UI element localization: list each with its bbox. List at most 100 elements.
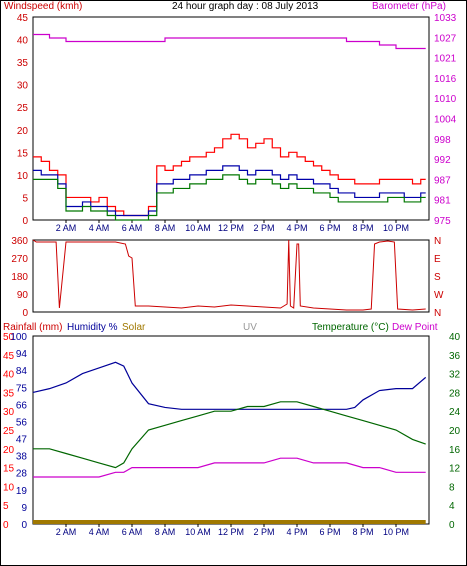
rain-y-tick: 10 [3, 482, 15, 493]
x-tick-label: 10 AM [185, 223, 211, 233]
humidity-y-tick: 84 [16, 366, 28, 377]
rain-y-tick: 50 [3, 332, 15, 343]
x-tick-label: 4 PM [286, 223, 307, 233]
wind-y-tick: 30 [17, 81, 29, 92]
rain-y-tick: 0 [3, 520, 9, 531]
direction-y-tick: 270 [11, 254, 28, 265]
compass-y-tick: W [434, 290, 444, 301]
x-tick-label: 12 PM [218, 223, 244, 233]
chart-layer: 2 AM 4 AM 6 AM 8 AM 10 AM 12 PM 2 PM 4 PM 6 PM 8 … [3, 13, 461, 537]
x-tick-label: 2 AM [56, 527, 77, 537]
x-tick-label: 4 PM [286, 527, 307, 537]
solar-label: Solar [122, 322, 146, 333]
wind-y-tick: 25 [17, 103, 29, 114]
temperature-label: Temperature (°C) [312, 322, 389, 333]
temp-y-tick: 0 [449, 520, 455, 531]
temp-y-tick: 28 [449, 388, 461, 399]
temp-plot-frame [32, 335, 430, 525]
graph-title: 24 hour graph day : 08 July 2013 [172, 1, 319, 12]
wind-y-tick: 45 [17, 13, 29, 24]
rain-y-tick: 30 [3, 407, 15, 418]
x-tick-label: 6 PM [319, 223, 340, 233]
wind-series-baro [33, 33, 426, 50]
baro-y-tick: 1033 [434, 13, 457, 24]
x-tick-label: 10 AM [185, 527, 211, 537]
direction-y-tick: 180 [11, 272, 28, 283]
humidity-y-tick: 75 [16, 383, 28, 394]
baro-y-tick: 987 [434, 175, 451, 186]
baro-y-tick: 1016 [434, 74, 457, 85]
temp-y-tick: 8 [449, 482, 455, 493]
humidity-y-tick: 56 [16, 417, 28, 428]
x-tick-label: 8 AM [155, 527, 176, 537]
humidity-y-tick: 94 [16, 349, 28, 360]
humidity-y-tick: 19 [16, 486, 28, 497]
baro-y-tick: 1004 [434, 115, 457, 126]
wind-y-tick: 0 [22, 216, 28, 227]
dewpoint-label: Dew Point [392, 322, 438, 333]
x-tick-label: 2 PM [253, 527, 274, 537]
temp-y-tick: 20 [449, 426, 461, 437]
baro-y-tick: 975 [434, 216, 451, 227]
direction-y-tick: 360 [11, 236, 28, 247]
x-tick-label: 6 PM [319, 527, 340, 537]
rain-y-tick: 15 [3, 464, 15, 475]
x-tick-label: 8 PM [352, 223, 373, 233]
rainfall-bar [33, 520, 426, 524]
x-tick-label: 2 AM [56, 223, 77, 233]
compass-y-tick: N [434, 308, 441, 319]
barometer-label: Barometer (hPa) [372, 1, 446, 12]
temp-y-tick: 16 [449, 445, 461, 456]
wind-y-tick: 20 [17, 126, 29, 137]
humidity-y-tick: 66 [16, 400, 28, 411]
rain-y-tick: 40 [3, 370, 15, 381]
rainfall-label: Rainfall (mm) [3, 322, 62, 333]
baro-y-tick: 998 [434, 135, 451, 146]
humidity-y-tick: 47 [16, 435, 28, 446]
dewpoint-line [33, 457, 426, 478]
temp-y-tick: 32 [449, 370, 461, 381]
direction-plot-frame [32, 239, 430, 313]
baro-y-tick: 992 [434, 155, 451, 166]
windspeed-label: Windspeed (kmh) [4, 1, 82, 12]
x-tick-label: 8 AM [155, 223, 176, 233]
rain-y-tick: 45 [3, 351, 15, 362]
rain-y-tick: 20 [3, 445, 15, 456]
humidity-y-tick: 28 [16, 469, 28, 480]
rain-y-tick: 25 [3, 426, 15, 437]
humidity-line [32, 361, 427, 410]
x-tick-label: 6 AM [122, 223, 143, 233]
wind-direction-line [32, 239, 426, 311]
wind-series-green [33, 174, 426, 221]
x-tick-label: 6 AM [122, 527, 143, 537]
wind-series-gust [33, 133, 426, 217]
humidity-y-tick: 9 [21, 503, 27, 514]
x-tick-label: 12 PM [218, 527, 244, 537]
temp-y-tick: 24 [449, 407, 461, 418]
direction-y-tick: 90 [17, 290, 29, 301]
baro-y-tick: 981 [434, 196, 451, 207]
wind-y-tick: 10 [17, 171, 29, 182]
x-tick-label: 10 PM [383, 223, 409, 233]
temp-y-tick: 40 [449, 332, 461, 343]
wind-y-tick: 40 [17, 36, 29, 47]
rain-y-tick: 5 [3, 501, 9, 512]
temp-y-tick: 36 [449, 351, 461, 362]
direction-y-tick: 0 [22, 308, 28, 319]
humidity-y-tick: 38 [16, 452, 28, 463]
humidity-y-tick: 0 [21, 520, 27, 531]
uv-label: UV [243, 322, 257, 333]
wind-y-tick: 15 [17, 148, 29, 159]
wind-plot-frame [32, 16, 430, 221]
humidity-label: Humidity % [67, 322, 118, 333]
x-tick-label: 8 PM [352, 527, 373, 537]
x-tick-label: 10 PM [383, 527, 409, 537]
wind-series-avg [33, 165, 426, 217]
temp-y-tick: 12 [449, 464, 461, 475]
humidity-y-tick: 100 [10, 332, 27, 343]
wind-y-tick: 5 [22, 193, 28, 204]
x-tick-label: 4 AM [89, 527, 110, 537]
baro-y-tick: 1010 [434, 94, 457, 105]
baro-y-tick: 1027 [434, 33, 457, 44]
